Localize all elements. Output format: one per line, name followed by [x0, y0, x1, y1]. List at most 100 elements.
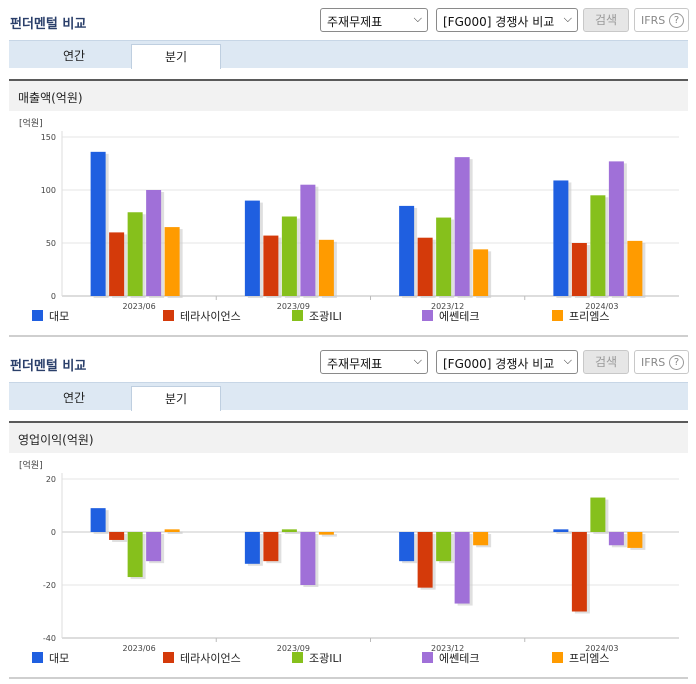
- y-tick-label: 20: [46, 475, 56, 484]
- y-tick-label: 150: [41, 133, 56, 142]
- legend-label: 프리엠스: [569, 310, 609, 323]
- bar: [318, 239, 334, 296]
- section-title: 영업이익(억원): [18, 433, 94, 447]
- bar: [417, 532, 433, 588]
- bar: [454, 532, 470, 604]
- legend-swatch: [32, 652, 43, 663]
- bar: [127, 532, 143, 578]
- compare-group-select[interactable]: [FG000] 경쟁사 비교 ⌵: [436, 350, 578, 374]
- legend-label: 조광ILI: [309, 652, 342, 665]
- bar: [553, 529, 569, 532]
- section-header: 매출액(억원): [9, 79, 688, 111]
- legend-swatch: [32, 310, 43, 321]
- panel-title: 펀더멘털 비교: [10, 17, 87, 32]
- period-tabs: 연간 분기: [9, 40, 688, 69]
- tab-annual[interactable]: 연간: [62, 391, 86, 405]
- statement-type-select[interactable]: 주재무제표 ⌵: [320, 350, 428, 374]
- bar: [164, 529, 180, 532]
- bar: [553, 180, 569, 296]
- legend-swatch: [163, 310, 174, 321]
- bar: [590, 195, 606, 296]
- bar: [454, 157, 470, 296]
- tab-quarterly[interactable]: 분기: [131, 386, 221, 411]
- chart-svg: [억원] -40 -20 0 20 2023/06 2023/09 2023/12 2024/0…: [19, 459, 679, 665]
- chart-svg: [억원] 0 50 100 150 2023/06 2023/09 2023/12 2024/0…: [19, 117, 679, 323]
- bar: [571, 532, 587, 612]
- bar: [627, 532, 643, 548]
- bar: [90, 151, 106, 296]
- chevron-down-icon: ⌵: [563, 12, 572, 25]
- panel-title: 펀더멘털 비교: [10, 359, 87, 374]
- legend-swatch: [422, 652, 433, 663]
- legend-label: 테라사이언스: [180, 310, 241, 323]
- bar: [627, 240, 643, 296]
- legend-label: 조광ILI: [309, 310, 342, 323]
- y-tick-label: 0: [51, 292, 56, 301]
- x-tick-label: 2024/03: [585, 644, 618, 653]
- y-unit-label: [억원]: [19, 117, 43, 129]
- compare-group-select[interactable]: [FG000] 경쟁사 비교 ⌵: [436, 8, 578, 32]
- bar-shadow: [167, 531, 183, 534]
- legend-label: 에쎈테크: [439, 310, 479, 323]
- legend-swatch: [422, 310, 433, 321]
- bar: [608, 161, 624, 296]
- fundamental-panel-revenue: 펀더멘털 비교 주재무제표 ⌵ [FG000] 경쟁사 비교 ⌵ 검색 IFRS…: [0, 0, 696, 337]
- bar: [109, 532, 125, 540]
- x-tick-label: 2023/09: [277, 644, 310, 653]
- bar: [436, 217, 452, 296]
- y-tick-label: 0: [51, 528, 56, 537]
- section-title: 매출액(억원): [18, 91, 83, 105]
- divider: [9, 335, 688, 337]
- bar: [146, 190, 162, 296]
- bar: [263, 235, 279, 296]
- panel-header: 펀더멘털 비교 주재무제표 ⌵ [FG000] 경쟁사 비교 ⌵ 검색 IFRS…: [0, 342, 696, 380]
- fundamental-panel-operating-profit: 펀더멘털 비교 주재무제표 ⌵ [FG000] 경쟁사 비교 ⌵ 검색 IFRS…: [0, 342, 696, 684]
- legend-swatch: [292, 310, 303, 321]
- bar: [244, 532, 260, 564]
- bar-shadow: [284, 531, 300, 534]
- compare-group-value: [FG000] 경쟁사 비교: [443, 357, 555, 371]
- bar: [399, 205, 415, 296]
- bar: [436, 532, 452, 562]
- bar: [318, 532, 334, 535]
- bar: [473, 532, 489, 546]
- chevron-down-icon: ⌵: [563, 354, 572, 367]
- ifrs-button[interactable]: IFRS ?: [634, 8, 689, 32]
- y-unit-label: [억원]: [19, 459, 43, 471]
- panel-header: 펀더멘털 비교 주재무제표 ⌵ [FG000] 경쟁사 비교 ⌵ 검색 IFRS…: [0, 0, 696, 38]
- legend-label: 대모: [49, 310, 69, 323]
- x-tick-label: 2023/06: [123, 644, 156, 653]
- search-button[interactable]: 검색: [583, 350, 629, 374]
- legend-swatch: [552, 310, 563, 321]
- chevron-down-icon: ⌵: [413, 12, 422, 25]
- bar: [90, 508, 106, 532]
- legend-swatch: [552, 652, 563, 663]
- x-tick-label: 2023/12: [431, 644, 464, 653]
- bar: [109, 232, 125, 296]
- bar: [608, 532, 624, 546]
- bar: [300, 184, 316, 296]
- bar: [164, 227, 180, 296]
- statement-type-select[interactable]: 주재무제표 ⌵: [320, 8, 428, 32]
- bar-shadow: [321, 534, 337, 537]
- x-tick-label: 2023/12: [431, 302, 464, 311]
- help-icon[interactable]: ?: [669, 355, 684, 370]
- ifrs-button[interactable]: IFRS ?: [634, 350, 689, 374]
- chevron-down-icon: ⌵: [413, 354, 422, 367]
- bar: [127, 212, 143, 296]
- bar: [473, 249, 489, 296]
- legend-label: 대모: [49, 652, 69, 665]
- revenue-bar-chart: [억원] 0 50 100 150 2023/06 2023/09 2023/12 2024/0…: [9, 111, 688, 335]
- statement-type-value: 주재무제표: [327, 15, 383, 29]
- legend-label: 테라사이언스: [180, 652, 241, 665]
- legend-swatch: [163, 652, 174, 663]
- y-tick-label: -20: [43, 581, 56, 590]
- help-icon[interactable]: ?: [669, 13, 684, 28]
- tab-annual[interactable]: 연간: [62, 49, 86, 63]
- x-tick-label: 2024/03: [585, 302, 618, 311]
- tab-quarterly[interactable]: 분기: [131, 44, 221, 69]
- bar: [571, 243, 587, 296]
- compare-group-value: [FG000] 경쟁사 비교: [443, 15, 555, 29]
- legend-label: 프리엠스: [569, 652, 609, 665]
- search-button[interactable]: 검색: [583, 8, 629, 32]
